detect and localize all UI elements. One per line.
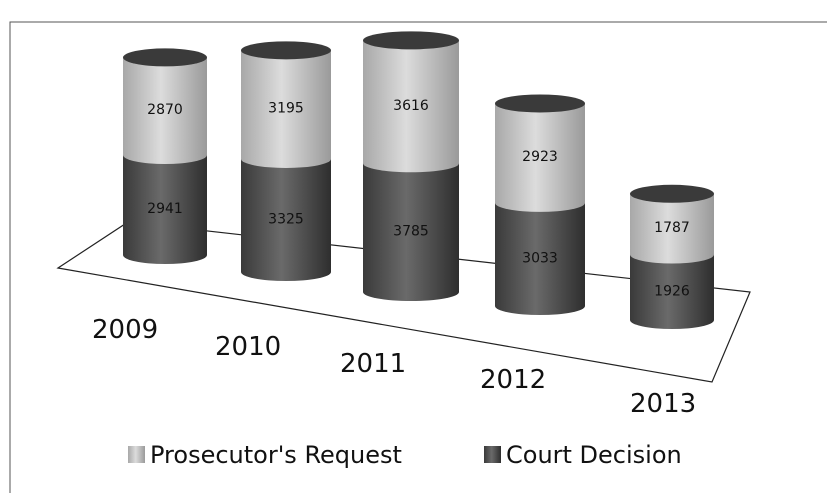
x-tick-label: 2009 [92, 315, 158, 345]
data-label: 3616 [393, 98, 429, 114]
cylinder-top [123, 48, 207, 67]
data-label: 1787 [654, 220, 690, 236]
legend-swatch [128, 446, 145, 463]
data-label: 3195 [268, 101, 304, 117]
legend-label: Court Decision [506, 441, 682, 469]
bar-segment [630, 193, 714, 255]
cylinder-top [241, 41, 331, 60]
data-label: 2941 [147, 201, 183, 217]
legend-label: Prosecutor's Request [150, 441, 402, 469]
x-tick-label: 2013 [630, 389, 696, 419]
x-tick-label: 2011 [340, 349, 406, 379]
cylinder-top [630, 184, 714, 203]
legend-swatch [484, 446, 501, 463]
x-tick-label: 2010 [215, 332, 281, 362]
data-label: 2870 [147, 102, 183, 118]
data-label: 3033 [522, 250, 558, 266]
data-label: 3325 [268, 211, 304, 227]
bar-segment [123, 155, 207, 255]
bar-segment [241, 158, 331, 272]
data-label: 1926 [654, 283, 690, 299]
x-tick-label: 2012 [480, 365, 546, 395]
cylinder-top [495, 94, 585, 113]
bar-segment [241, 50, 331, 159]
frame [9, 21, 827, 493]
bar-segment [495, 202, 585, 306]
bar-segment [630, 254, 714, 320]
data-label: 3785 [393, 224, 429, 240]
bar-segment [123, 57, 207, 156]
bar-segment [363, 163, 459, 292]
floor [56, 221, 751, 383]
cylinder-top [363, 31, 459, 50]
data-label: 2923 [522, 149, 558, 165]
bar-segment [363, 40, 459, 164]
bar-segment [495, 103, 585, 203]
